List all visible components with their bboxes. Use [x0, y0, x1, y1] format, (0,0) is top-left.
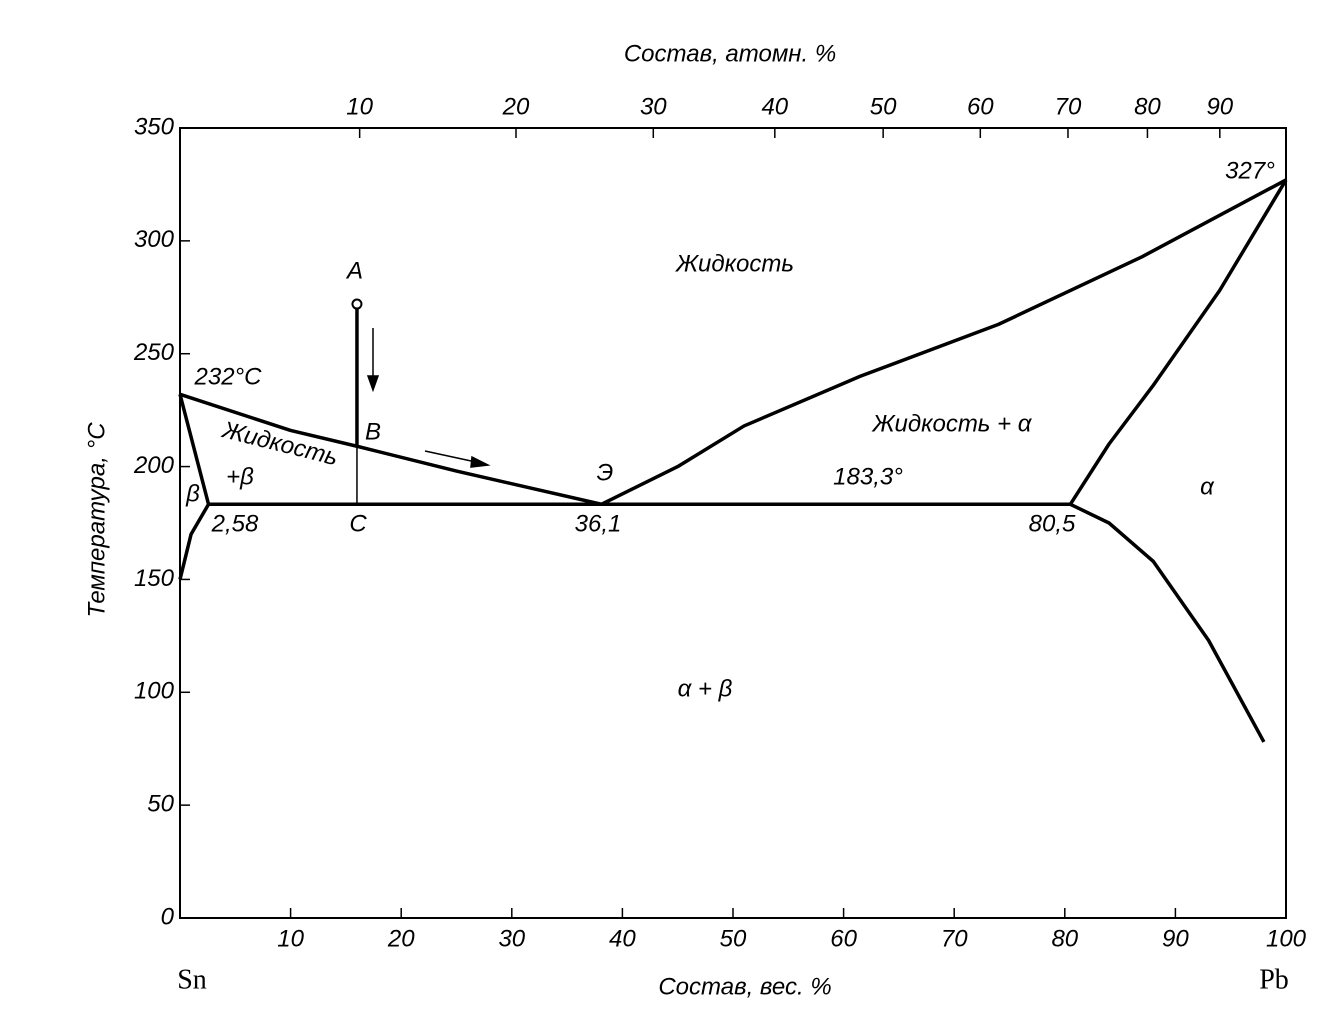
x2-tick-label: 70	[1055, 93, 1082, 120]
y-tick-label: 350	[134, 113, 175, 140]
annotation: Sn	[177, 964, 207, 995]
y-tick-label: 150	[134, 565, 175, 592]
annotation: 232°C	[194, 363, 263, 390]
plot-frame	[179, 127, 1287, 919]
annotation: 36,1	[575, 510, 622, 537]
annotation: 2,58	[211, 510, 259, 537]
x-tick-label: 10	[277, 925, 304, 952]
y-tick-label: 250	[133, 339, 175, 366]
y-axis-label: Температура, °C	[83, 422, 110, 618]
annotation: Жидкость + α	[872, 410, 1033, 437]
y-tick-label: 50	[147, 790, 174, 817]
x2-tick-label: 40	[761, 93, 788, 120]
phase-boundary	[600, 178, 1287, 506]
annotation: A	[345, 257, 363, 284]
top-axis-label: Состав, атомн. %	[624, 40, 836, 67]
x-tick-label: 80	[1051, 925, 1078, 952]
annotation: Э	[597, 459, 614, 486]
x-tick-label: 40	[609, 925, 636, 952]
phase-boundary	[178, 503, 211, 580]
y-tick-label: 0	[161, 903, 175, 930]
annotation: Жидкость	[675, 250, 794, 277]
phase-boundary	[1068, 179, 1288, 506]
annotation: B	[365, 418, 381, 445]
annotation: Pb	[1259, 964, 1289, 995]
x2-tick-label: 30	[640, 93, 667, 120]
x-tick-label: 60	[830, 925, 857, 952]
x2-tick-label: 10	[346, 93, 373, 120]
y-tick-label: 100	[134, 678, 175, 705]
x-tick-label: 50	[720, 925, 747, 952]
x-tick-label: 100	[1266, 925, 1307, 952]
x2-tick-label: 50	[870, 93, 897, 120]
annotation: C	[349, 510, 367, 537]
phase-boundary	[178, 393, 211, 505]
x2-tick-label: 80	[1134, 93, 1161, 120]
annotation: β	[185, 480, 200, 507]
x-tick-label: 70	[941, 925, 968, 952]
start-point	[351, 298, 363, 310]
annotation: 80,5	[1029, 510, 1076, 537]
x2-tick-label: 20	[502, 93, 530, 120]
x2-tick-label: 60	[967, 93, 994, 120]
annotation: α + β	[678, 675, 733, 702]
x2-tick-label: 90	[1206, 93, 1233, 120]
x-tick-label: 90	[1162, 925, 1189, 952]
arrows	[366, 328, 491, 468]
annotation: 327°	[1225, 157, 1275, 184]
phase-boundary	[1069, 502, 1266, 743]
annotation: α	[1200, 473, 1215, 500]
annotation: +β	[226, 463, 254, 490]
x-axis-label: Состав, вес. %	[658, 973, 831, 1000]
y-tick-label: 200	[133, 452, 175, 479]
annotation: 183,3°	[833, 463, 903, 490]
x-tick-label: 30	[498, 925, 525, 952]
x-tick-label: 20	[387, 925, 415, 952]
y-tick-label: 300	[134, 226, 175, 253]
